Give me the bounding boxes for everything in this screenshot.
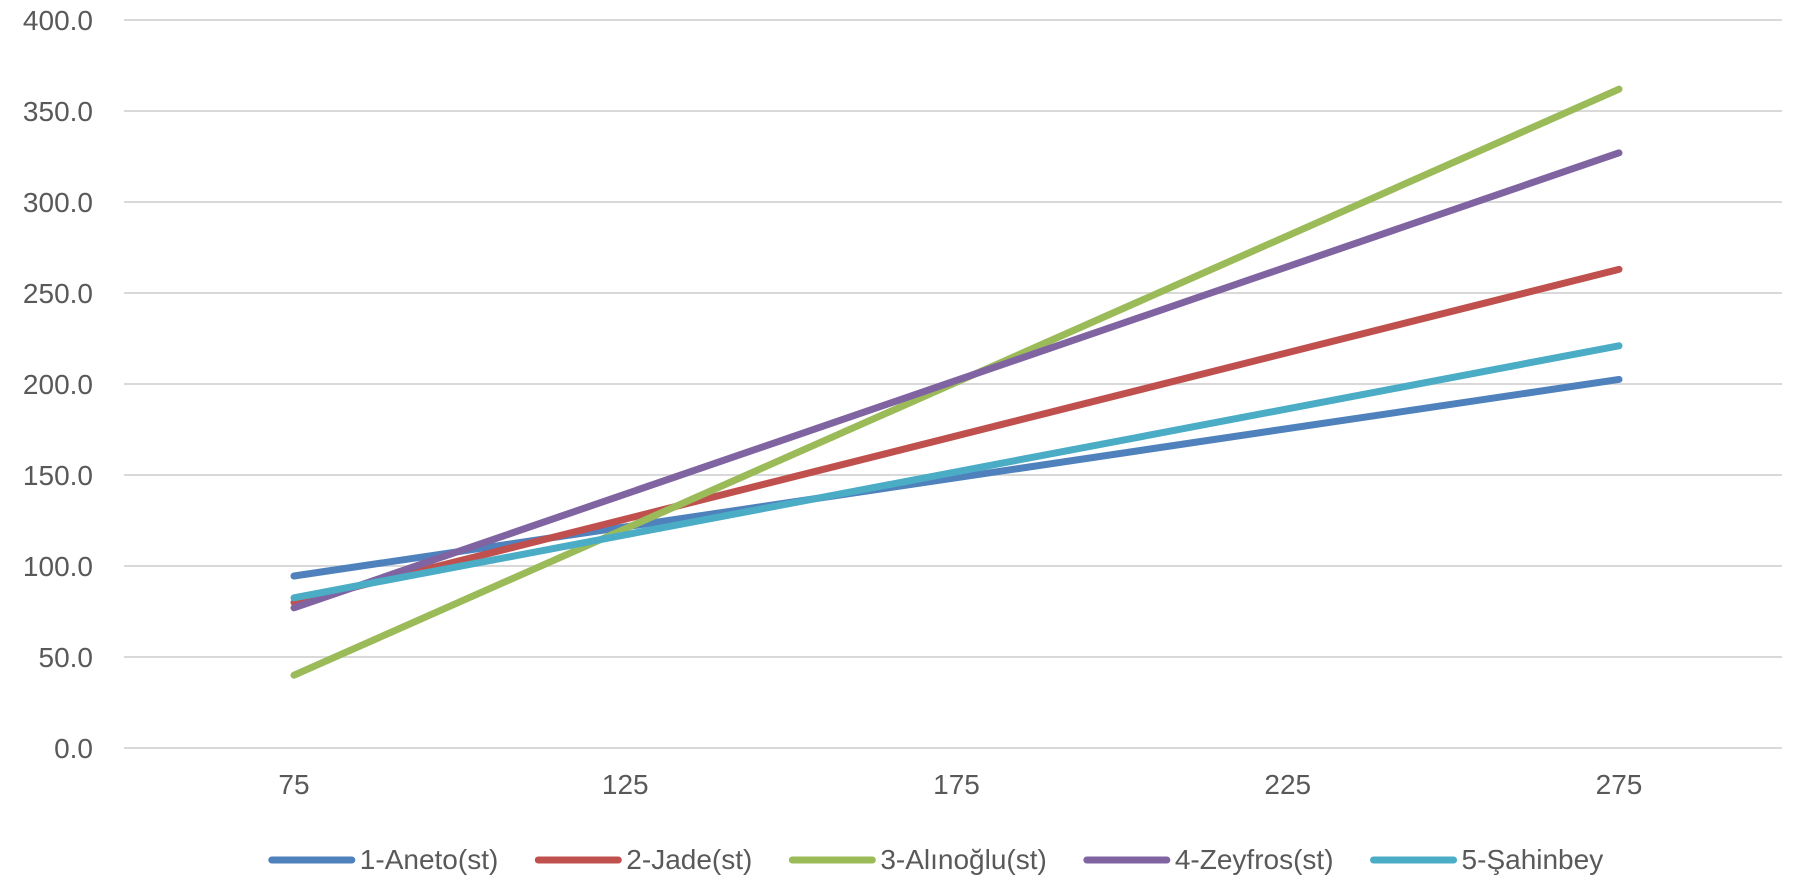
series-line-2 xyxy=(290,265,1623,606)
y-tick-label: 250.0 xyxy=(23,278,93,309)
legend-item: 1-Aneto(st) xyxy=(268,844,499,875)
legend-item: 5-Şahinbey xyxy=(1370,844,1604,875)
x-tick-label: 125 xyxy=(602,769,649,800)
series-line-5 xyxy=(290,342,1623,602)
y-tick-label: 350.0 xyxy=(23,96,93,127)
legend-label: 1-Aneto(st) xyxy=(360,844,499,875)
legend-item: 2-Jade(st) xyxy=(534,844,752,875)
y-tick-label: 50.0 xyxy=(39,642,94,673)
y-tick-label: 300.0 xyxy=(23,187,93,218)
y-axis-tick-labels: 0.0 50.0 100.0 150.0 200.0 250.0 300.0 350.0 400… xyxy=(23,5,93,764)
y-tick-label: 150.0 xyxy=(23,460,93,491)
legend: 1-Aneto(st) 2-Jade(st) 3-Alınoğlu(st) 4-Zey… xyxy=(268,844,1604,875)
legend-label: 3-Alınoğlu(st) xyxy=(880,844,1047,875)
y-tick-label: 200.0 xyxy=(23,369,93,400)
legend-item: 4-Zeyfros(st) xyxy=(1083,844,1334,875)
legend-item: 3-Alınoğlu(st) xyxy=(788,844,1047,875)
series-lines xyxy=(290,85,1623,679)
legend-label: 5-Şahinbey xyxy=(1462,844,1604,875)
x-tick-label: 175 xyxy=(933,769,980,800)
x-tick-label: 225 xyxy=(1264,769,1311,800)
series-line-4 xyxy=(290,149,1623,612)
x-tick-label: 75 xyxy=(278,769,309,800)
series-line-1 xyxy=(290,375,1623,580)
y-tick-label: 100.0 xyxy=(23,551,93,582)
x-tick-label: 275 xyxy=(1596,769,1643,800)
legend-label: 4-Zeyfros(st) xyxy=(1175,844,1334,875)
x-axis-tick-labels: 75 125 175 225 275 xyxy=(278,769,1642,800)
y-tick-label: 0.0 xyxy=(54,733,93,764)
y-tick-label: 400.0 xyxy=(23,5,93,36)
legend-label: 2-Jade(st) xyxy=(626,844,752,875)
